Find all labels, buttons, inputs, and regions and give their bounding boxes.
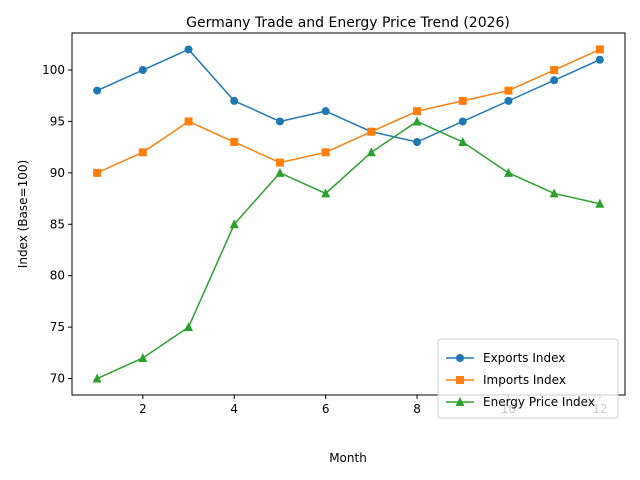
data-point [321,148,330,157]
data-point [138,352,148,362]
data-point [504,96,513,105]
data-point [229,219,239,229]
y-tick-label: 80 [50,269,65,283]
data-point [230,96,239,105]
y-tick-label: 75 [50,320,65,334]
data-point [503,167,513,177]
legend-label: Exports Index [483,351,565,365]
legend-label: Imports Index [483,373,566,387]
series-2 [93,45,604,177]
y-tick-label: 100 [42,63,65,77]
data-point [458,96,467,105]
y-tick-label: 85 [50,217,65,231]
data-point [595,45,604,54]
data-point [550,66,559,75]
data-point [138,66,147,75]
legend-marker [455,397,465,406]
data-point [412,116,422,126]
chart-title: Germany Trade and Energy Price Trend (20… [186,15,510,31]
series-layer [92,45,605,383]
data-point [549,188,559,198]
y-axis-label: Index (Base=100) [16,160,30,268]
y-axis-ticks: 70 75 80 85 90 95 100 [42,63,72,386]
legend-marker [456,376,464,384]
data-point [321,107,330,116]
data-point [230,138,239,147]
y-tick-label: 90 [50,166,65,180]
data-point [275,167,285,177]
legend-label: Energy Price Index [483,395,595,409]
plot-frame [71,32,626,396]
x-tick-label: 6 [322,402,330,416]
legend-item: Imports Index [446,373,566,387]
data-point [458,137,468,147]
legend: Exports Index Imports Index Energy Price I… [437,338,619,419]
data-point [184,322,194,332]
series-1 [93,45,604,147]
series-3 [92,116,605,383]
legend-item: Energy Price Index [446,395,595,409]
data-point [93,168,102,177]
data-point [275,117,284,126]
x-axis-label: Month [329,451,367,465]
series-line [96,48,601,143]
legend-box [437,338,619,419]
data-point [550,76,559,85]
x-tick-label: 2 [139,402,147,416]
data-point [92,373,102,383]
y-tick-label: 70 [50,372,65,386]
x-tick-label: 8 [413,402,421,416]
data-point [93,86,102,95]
data-point [595,55,604,64]
data-point [595,198,605,208]
data-point [184,45,193,54]
y-tick-label: 95 [50,114,65,128]
data-point [458,117,467,126]
data-point [413,107,422,116]
data-point [413,138,422,147]
legend-marker [456,354,464,362]
series-line [96,48,601,174]
x-tick-label: 4 [230,402,238,416]
data-point [275,158,284,167]
data-point [367,127,376,136]
data-point [184,117,193,126]
legend-item: Exports Index [446,351,565,365]
data-point [366,147,376,157]
series-line [96,120,601,380]
data-point [138,148,147,157]
data-point [504,86,513,95]
data-point [321,188,331,198]
